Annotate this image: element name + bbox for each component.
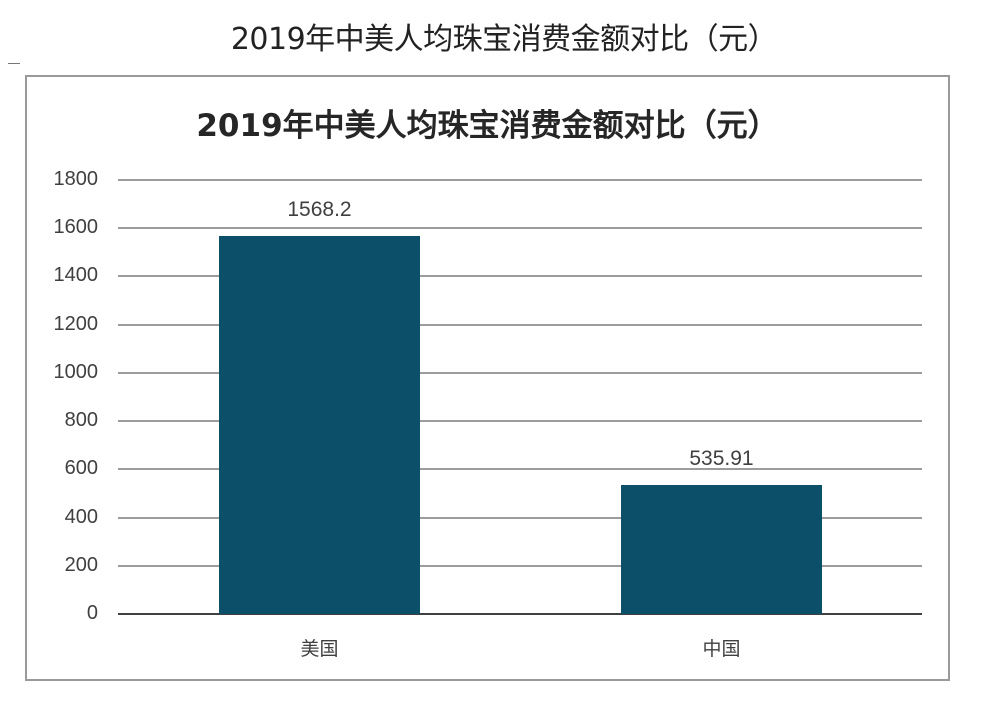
bar bbox=[219, 235, 420, 614]
y-tick-label: 1200 bbox=[53, 312, 99, 335]
x-axis-line bbox=[118, 613, 922, 615]
y-tick-label: 200 bbox=[64, 553, 98, 576]
y-tick-label: 1800 bbox=[53, 168, 99, 190]
y-tick-label: 400 bbox=[64, 505, 98, 528]
gridline bbox=[118, 371, 922, 374]
x-tick-label: 美国 bbox=[300, 638, 339, 660]
chart-title: 2019年中美人均珠宝消费金额对比（元） bbox=[196, 108, 779, 144]
bar-value-label: 535.91 bbox=[689, 446, 754, 470]
gridline bbox=[118, 564, 922, 567]
y-tick-label: 600 bbox=[64, 457, 98, 480]
bar-value-label: 1568.2 bbox=[287, 197, 352, 221]
divider-mark bbox=[8, 63, 20, 64]
page-title: 2019年中美人均珠宝消费金额对比（元） bbox=[230, 22, 778, 57]
x-tick-label: 中国 bbox=[702, 638, 741, 660]
y-tick-label: 800 bbox=[64, 409, 98, 432]
y-tick-label: 1600 bbox=[53, 216, 99, 239]
gridline bbox=[118, 420, 922, 423]
y-tick-label: 1400 bbox=[53, 264, 99, 287]
gridline bbox=[118, 227, 922, 230]
y-tick-label: 1000 bbox=[53, 360, 99, 383]
bar bbox=[621, 484, 822, 614]
gridline bbox=[118, 516, 922, 519]
gridline bbox=[118, 323, 922, 326]
y-tick-label: 0 bbox=[86, 602, 98, 624]
gridline bbox=[118, 468, 922, 471]
gridline bbox=[118, 275, 922, 278]
gridline bbox=[118, 179, 922, 181]
